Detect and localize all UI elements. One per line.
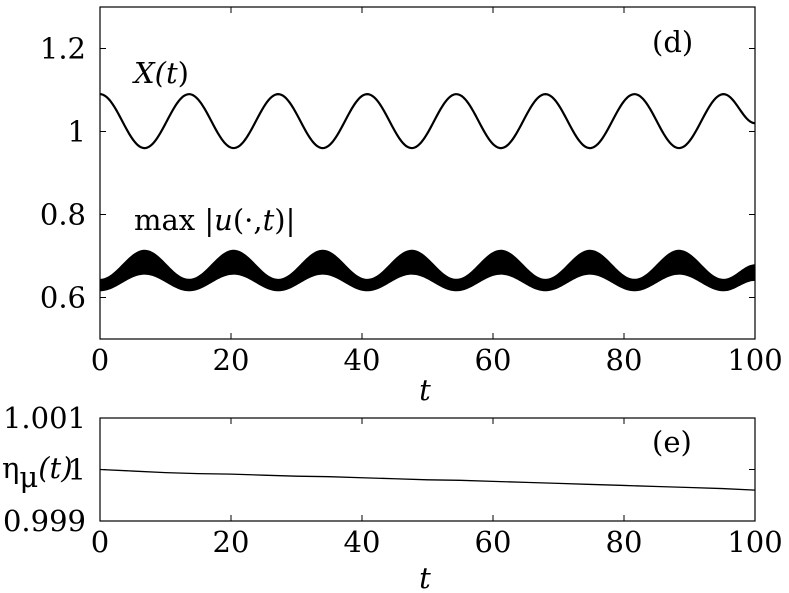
- panel-d-x-tick-label: 80: [606, 343, 643, 377]
- panel-e-x-tick-label: 60: [475, 525, 512, 559]
- panel-d-x-tick-label: 100: [727, 343, 782, 377]
- panel-e-x-axis-label: t: [419, 561, 431, 593]
- panel-e-series-line: [99, 468, 756, 491]
- panel-d-y-tick-label: 0.6: [40, 281, 86, 315]
- panel-e-x-ticks: 0 20 40 60 80 100: [91, 418, 783, 559]
- panel-d-x-tick-label: 40: [344, 343, 381, 377]
- panel-d-y-tick-label: 1.2: [40, 32, 86, 66]
- panel-d-x-axis-label: t: [419, 373, 431, 407]
- annotation-max-u: max |u(·,t)|: [134, 203, 295, 237]
- panel-e: 0 20 40 60 80 100 0.999 1 1.001 (e) t ημ(t): [2, 401, 783, 593]
- panel-e-x-tick-label: 40: [344, 525, 381, 559]
- panel-e-y-tick-label: 1: [68, 453, 86, 487]
- panel-e-y-axis-label: ημ(t): [2, 451, 73, 494]
- panel-d-label: (d): [652, 25, 693, 59]
- panel-d-y-tick-label: 1: [68, 115, 86, 149]
- panel-d-axes-box: [99, 6, 756, 340]
- panel-d-x-tick-label: 20: [213, 343, 250, 377]
- panel-e-x-tick-label: 0: [91, 525, 109, 559]
- panel-d-series-x-line: [99, 93, 756, 150]
- panel-e-x-tick-label: 80: [606, 525, 643, 559]
- panel-d-x-ticks: 0 20 40 60 80 100: [91, 7, 783, 377]
- panel-d: 0 20 40 60 80 100 0.6 0.8 1 1.2 (d) t X(t) max |…: [40, 6, 783, 407]
- annotation-x-of-t: X(t): [132, 56, 189, 90]
- panel-e-x-tick-label: 20: [213, 525, 250, 559]
- panel-d-y-tick-label: 0.8: [40, 198, 86, 232]
- panel-e-y-tick-label: 0.999: [3, 504, 86, 538]
- panel-e-y-ticks: 0.999 1 1.001: [3, 401, 755, 538]
- panel-d-series-max-u-band: [100, 249, 755, 292]
- panel-d-y-ticks: 0.6 0.8 1 1.2: [40, 32, 755, 315]
- panel-e-label: (e): [652, 425, 692, 459]
- panel-d-x-tick-label: 60: [475, 343, 512, 377]
- panel-e-x-tick-label: 100: [727, 525, 782, 559]
- panel-e-y-tick-label: 1.001: [3, 401, 86, 435]
- panel-d-x-tick-label: 0: [91, 343, 109, 377]
